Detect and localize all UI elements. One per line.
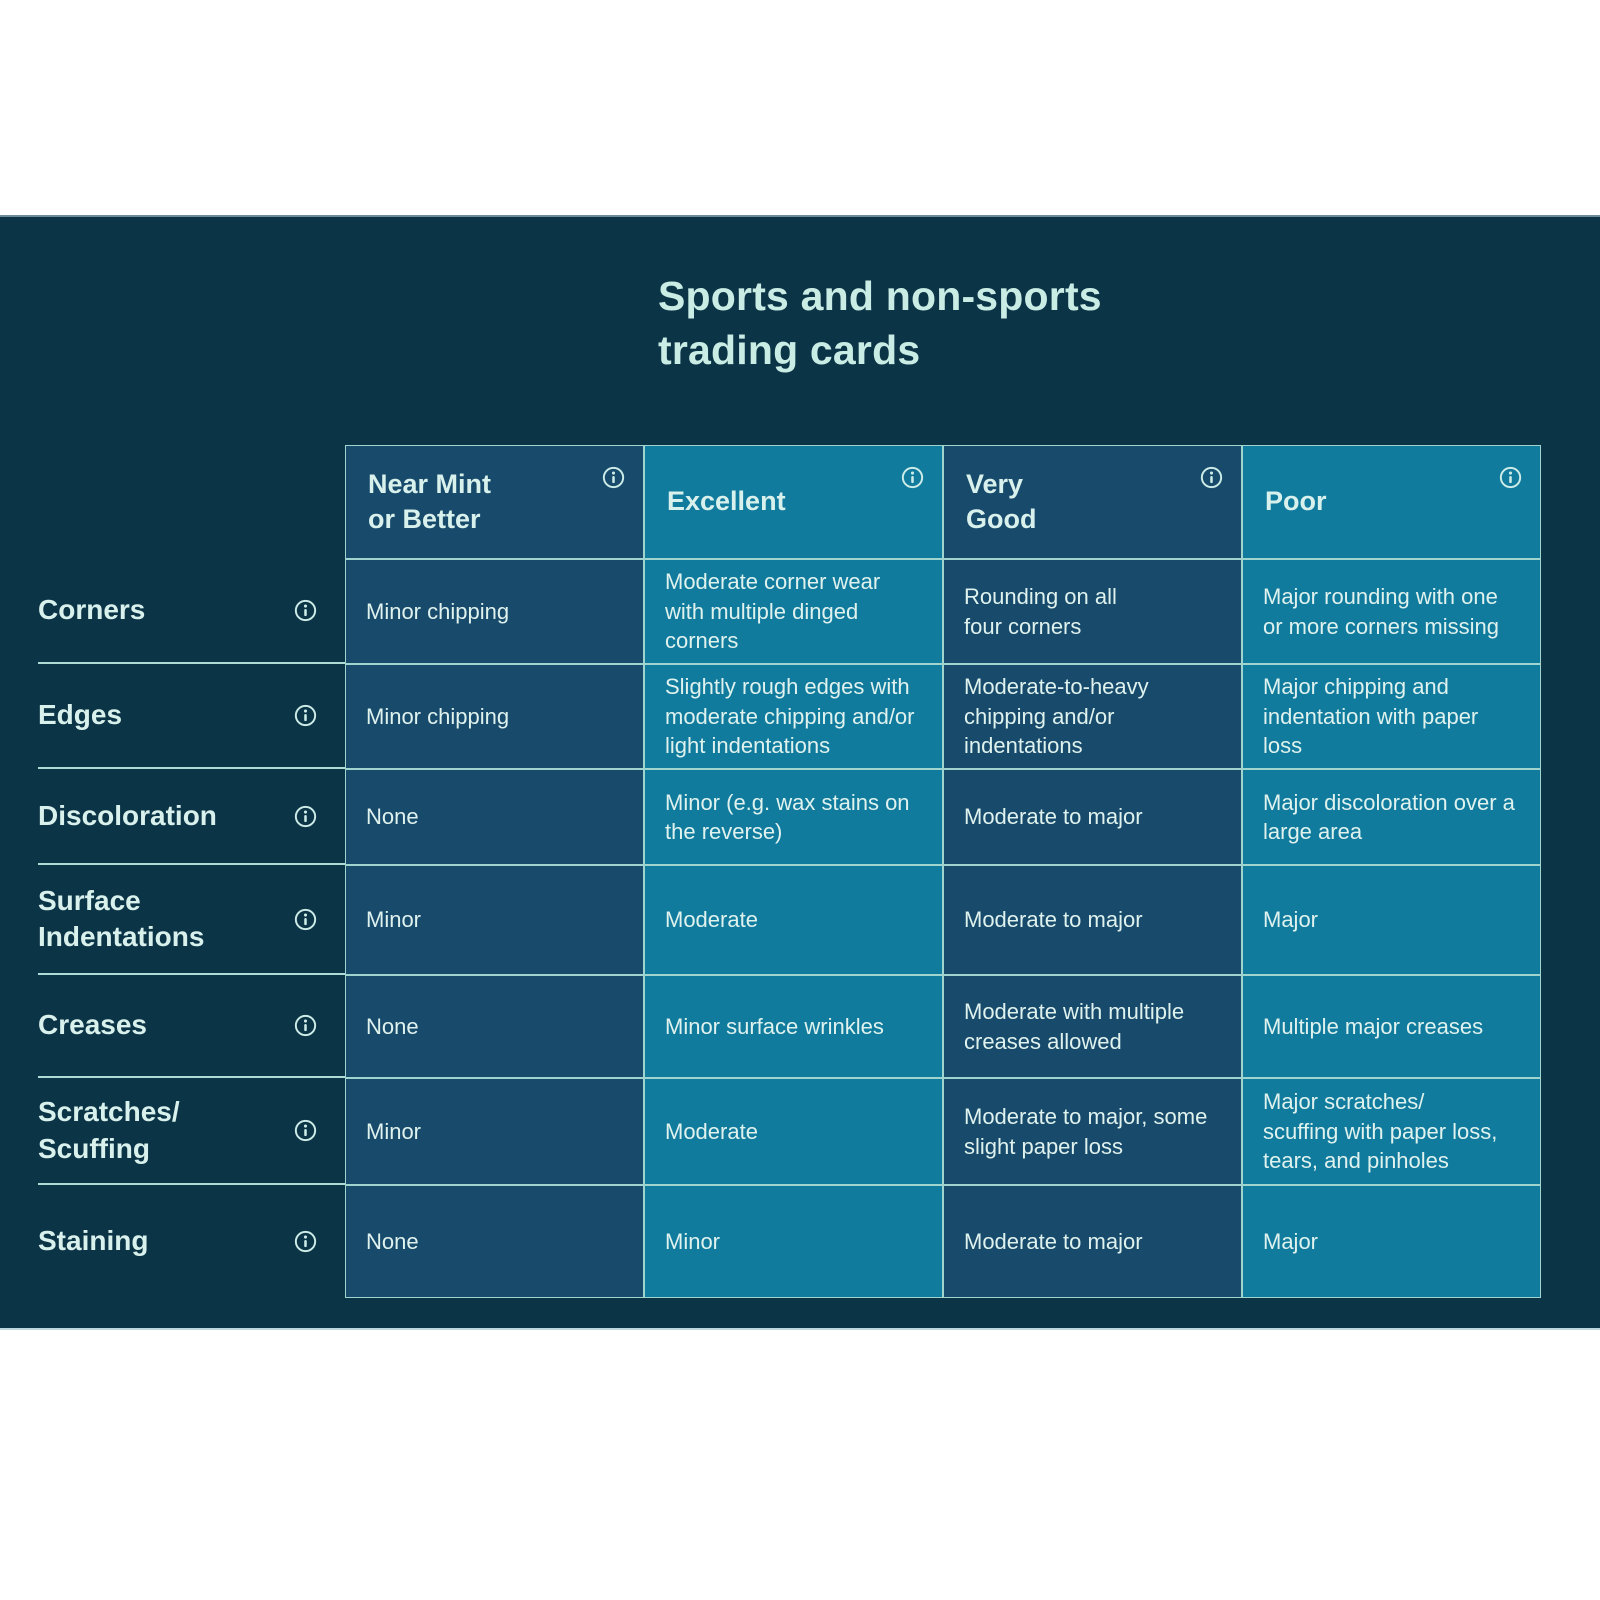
table-cell: Minor chipping [345, 559, 644, 664]
cell-text: Moderate [665, 1118, 758, 1144]
table-cell: Minor surface wrinkles [644, 975, 943, 1078]
table-cell: Moderate with multiple creases allowed [943, 975, 1242, 1078]
cell-text: Minor chipping [366, 598, 510, 624]
info-icon[interactable] [901, 466, 924, 489]
table-cell: Minor [345, 865, 644, 975]
table-cell: Multiple major creases [1242, 975, 1541, 1078]
table-cell: Moderate [644, 865, 943, 975]
column-header-near-mint-or-better: Near Mint or Better [345, 445, 644, 559]
cell-text: Moderate to major [964, 804, 1143, 830]
cell-text: Minor [366, 1118, 422, 1144]
info-icon[interactable] [294, 908, 317, 931]
row-label-creases: Creases [38, 975, 345, 1078]
table-cell: Moderate-to-heavy chipping and/or indent… [943, 664, 1242, 769]
cell-text: Minor (e.g. wax stains on the reverse) [665, 789, 910, 844]
row-label-text: Edges [38, 699, 123, 731]
grading-table: Near Mint or Better Excellent Very Good … [38, 445, 1541, 1298]
info-icon[interactable] [602, 466, 625, 489]
cell-text: Moderate to major, some slight paper los… [964, 1104, 1208, 1159]
table-cell: Moderate to major [943, 769, 1242, 865]
header-spacer [38, 445, 345, 559]
row-label-staining: Staining [38, 1185, 345, 1298]
cell-text: Moderate with multiple creases allowed [964, 999, 1185, 1054]
row-label-discoloration: Discoloration [38, 769, 345, 865]
cell-text: Major scratches/ scuffing with paper los… [1263, 1089, 1498, 1174]
row-label-text: Corners [38, 594, 146, 626]
info-icon[interactable] [294, 1230, 317, 1253]
cell-text: None [366, 1228, 419, 1254]
table-cell: Moderate to major, some slight paper los… [943, 1078, 1242, 1185]
cell-text: Minor chipping [366, 703, 510, 729]
cell-text: Moderate to major [964, 1228, 1143, 1254]
row-label-text: Discoloration [38, 799, 217, 831]
table-cell: Major [1242, 1185, 1541, 1298]
table-cell: Major rounding with one or more corners … [1242, 559, 1541, 664]
info-icon[interactable] [294, 1014, 317, 1037]
cell-text: Major [1263, 907, 1319, 933]
row-label-text: Creases [38, 1009, 147, 1041]
cell-text: Major chipping and indentation with pape… [1263, 674, 1479, 759]
table-cell: Moderate [644, 1078, 943, 1185]
column-header-label: Excellent [667, 486, 786, 517]
row-label-text: Surface Indentations [38, 884, 205, 952]
cell-text: Major rounding with one or more corners … [1263, 584, 1499, 639]
cell-text: Minor [366, 907, 422, 933]
cell-text: Minor surface wrinkles [665, 1013, 884, 1039]
row-label-corners: Corners [38, 559, 345, 664]
cell-text: Moderate-to-heavy chipping and/or indent… [964, 674, 1149, 759]
table-cell: Minor chipping [345, 664, 644, 769]
table-cell: Moderate to major [943, 1185, 1242, 1298]
column-header-excellent: Excellent [644, 445, 943, 559]
cell-text: Slightly rough edges with moderate chipp… [665, 674, 915, 759]
info-icon[interactable] [1499, 466, 1522, 489]
column-header-very-good: Very Good [943, 445, 1242, 559]
cell-text: Multiple major creases [1263, 1013, 1484, 1039]
table-cell: None [345, 769, 644, 865]
table-cell: Moderate to major [943, 865, 1242, 975]
table-cell: Major chipping and indentation with pape… [1242, 664, 1541, 769]
table-cell: Major discoloration over a large area [1242, 769, 1541, 865]
info-icon[interactable] [1200, 466, 1223, 489]
table-cell: Rounding on all four corners [943, 559, 1242, 664]
column-header-label: Poor [1265, 486, 1327, 517]
table-cell: None [345, 1185, 644, 1298]
cell-text: Moderate to major [964, 907, 1143, 933]
table-cell: Major [1242, 865, 1541, 975]
column-header-label: Near Mint or Better [368, 468, 492, 534]
row-label-text: Staining [38, 1225, 149, 1257]
cell-text: Rounding on all four corners [964, 584, 1117, 639]
cell-text: Minor [665, 1228, 721, 1254]
table-cell: Minor (e.g. wax stains on the reverse) [644, 769, 943, 865]
cell-text: None [366, 804, 419, 830]
row-label-scratches-scuffing: Scratches/ Scuffing [38, 1078, 345, 1185]
column-header-poor: Poor [1242, 445, 1541, 559]
cell-text: Moderate [665, 907, 758, 933]
table-cell: Major scratches/ scuffing with paper los… [1242, 1078, 1541, 1185]
table-cell: Slightly rough edges with moderate chipp… [644, 664, 943, 769]
info-icon[interactable] [294, 805, 317, 828]
cell-text: Major [1263, 1228, 1319, 1254]
panel-title: Sports and non-sports trading cards [658, 273, 1102, 374]
info-icon[interactable] [294, 704, 317, 727]
cell-text: Major discoloration over a large area [1263, 789, 1515, 844]
row-label-edges: Edges [38, 664, 345, 769]
table-cell: Minor [345, 1078, 644, 1185]
row-label-surface-indentations: Surface Indentations [38, 865, 345, 975]
cell-text: Moderate corner wear with multiple dinge… [665, 569, 881, 654]
cell-text: None [366, 1013, 419, 1039]
table-cell: Minor [644, 1185, 943, 1298]
column-header-label: Very Good [966, 468, 1037, 534]
info-icon[interactable] [294, 1119, 317, 1142]
info-icon[interactable] [294, 599, 317, 622]
grading-panel: Sports and non-sports trading cards Near… [0, 215, 1600, 1330]
row-label-text: Scratches/ Scuffing [38, 1096, 180, 1164]
table-cell: None [345, 975, 644, 1078]
table-cell: Moderate corner wear with multiple dinge… [644, 559, 943, 664]
